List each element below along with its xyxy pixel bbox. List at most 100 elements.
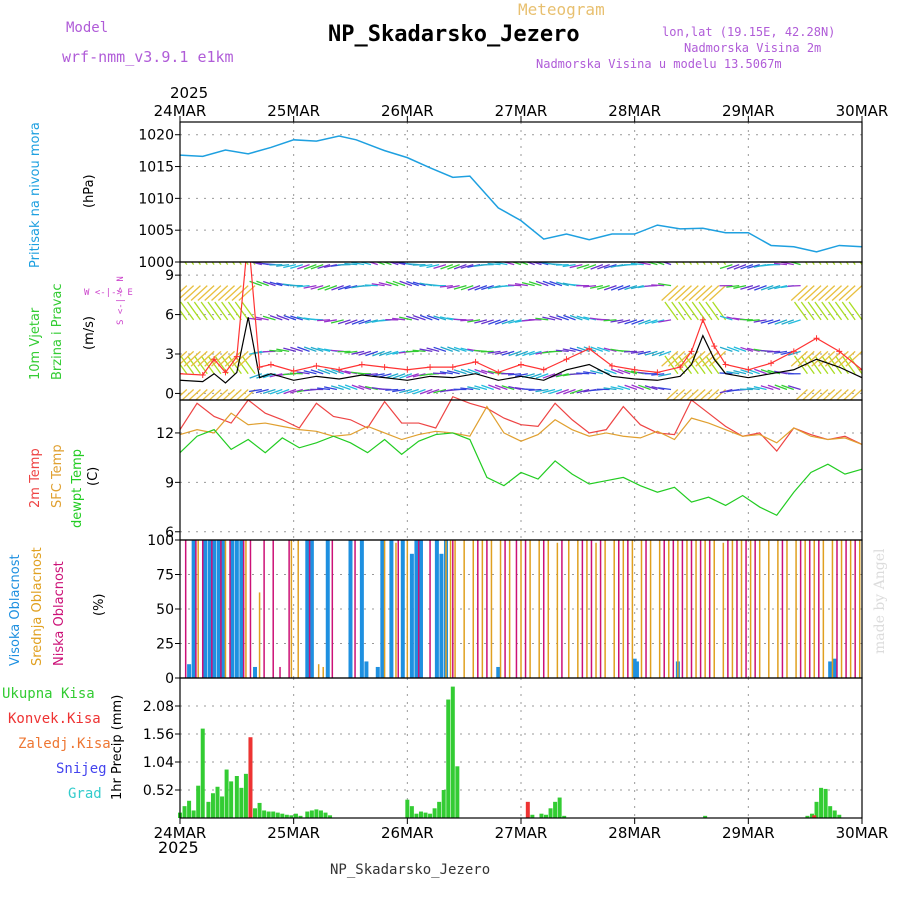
wind-arrow — [808, 389, 822, 400]
wind-arrow — [222, 389, 235, 400]
wind-gust-marker — [199, 372, 206, 379]
wind-arrow — [215, 389, 229, 400]
cloud-bar-low — [618, 540, 620, 678]
wind-arrow — [378, 282, 392, 287]
cloud-bar-low — [429, 540, 431, 678]
wind-arrow — [221, 301, 236, 321]
wind-arrow — [242, 389, 256, 400]
wind-arrow — [447, 346, 460, 352]
wind-gust-marker — [711, 343, 718, 350]
precip-legend-graupel: Grad — [68, 786, 102, 802]
wind-arrow — [610, 386, 624, 391]
wind-arrow — [426, 388, 440, 395]
wind-arrow — [767, 369, 781, 375]
wind-arrow — [651, 350, 665, 357]
precip-bar-total — [318, 810, 323, 818]
precip-bar-total — [224, 769, 229, 818]
cloud-bar-high — [203, 540, 208, 678]
wind-arrow — [290, 388, 303, 394]
precip-bar-total — [823, 788, 828, 818]
wind-arrow — [460, 319, 474, 322]
precip-bar-total — [323, 812, 328, 818]
wind-arrow — [494, 350, 508, 355]
wind-gust-marker — [563, 356, 570, 363]
wind-arrow — [310, 369, 324, 375]
wind-arrow — [747, 285, 760, 291]
wind-arrow — [610, 319, 624, 323]
wind-arrow — [617, 368, 631, 375]
wind-arrow — [824, 285, 842, 301]
wind-arrow — [705, 355, 720, 375]
wind-gust-marker — [859, 366, 862, 373]
cloud-bar-mid — [490, 540, 493, 678]
wind-arrow — [501, 319, 515, 325]
precip-bar-total — [305, 811, 310, 818]
wind-arrow — [522, 350, 535, 357]
wind-arrow — [788, 319, 801, 325]
precip-bar-total — [187, 800, 192, 818]
wind-arrow — [576, 264, 590, 270]
wind-gust-marker — [699, 316, 706, 323]
wind-arrow — [514, 373, 528, 377]
cloud-bar-mid — [445, 540, 447, 678]
precip-bar-total — [530, 814, 535, 818]
wind-arrow — [217, 350, 235, 367]
precip-bar-total — [243, 773, 248, 818]
wind-arrow — [487, 262, 501, 266]
pressure-line — [179, 135, 863, 253]
wind-arrow — [740, 369, 754, 375]
x-tick-label-bottom: 26MAR — [381, 824, 434, 842]
wind-arrow — [399, 280, 413, 287]
cloud-bar-mid — [822, 540, 825, 678]
wind-arrow — [453, 264, 467, 270]
wind-arrow — [439, 316, 453, 321]
wind-arrow — [624, 319, 638, 325]
wind-arrow — [610, 368, 624, 375]
wind-arrow — [845, 350, 862, 367]
wind-arrow — [180, 285, 181, 287]
wind-arrow — [426, 347, 440, 352]
wind-arrow — [661, 285, 679, 301]
wind-arrow — [807, 355, 822, 375]
wind-arrow — [555, 373, 569, 378]
cloud-bar-mid — [749, 540, 752, 678]
precip-bar-total — [262, 810, 267, 818]
precip-bar-total — [328, 815, 333, 818]
wind-arrow — [344, 319, 358, 325]
wind-arrow — [788, 350, 801, 356]
wind-arrow — [699, 389, 713, 400]
wind-arrow — [501, 262, 515, 266]
cloud-bar-mid — [677, 540, 679, 678]
wind-arrow — [324, 263, 337, 269]
cloud-bar-high — [239, 540, 244, 678]
wind-arrow — [814, 301, 829, 321]
wind-arrow — [603, 319, 617, 322]
x-tick-label-bottom: 25MAR — [267, 824, 320, 842]
wind-arrow — [610, 285, 624, 291]
precip-bar-total — [414, 813, 419, 818]
wind-arrow — [392, 373, 406, 379]
wind-arrow — [255, 316, 269, 321]
cloud-bar-mid — [649, 540, 652, 678]
wind-gust-marker — [722, 361, 729, 368]
wind-arrow — [698, 355, 713, 375]
cloud-bar-low — [249, 540, 252, 678]
wind-arrow — [371, 373, 385, 377]
cloud-bar-mid — [449, 540, 452, 678]
wind-arrow — [535, 262, 549, 266]
precip-bar-total — [253, 808, 258, 818]
wind-gust-marker — [472, 358, 479, 365]
wind-arrow — [351, 350, 365, 355]
cloud-bar-mid — [758, 540, 761, 678]
wind-arrows — [180, 262, 862, 400]
cloud-bar-high — [434, 540, 439, 678]
cloud-bar-mid — [795, 540, 797, 678]
wind-arrow — [688, 285, 706, 301]
wind-arrow — [262, 388, 276, 395]
cloud-bar-mid — [454, 540, 456, 678]
wind-arrow — [617, 385, 631, 391]
wind-arrow — [658, 373, 672, 377]
wind-arrow — [296, 316, 310, 321]
y-tick-label: 9 — [165, 268, 174, 284]
wind-arrow — [695, 350, 713, 367]
